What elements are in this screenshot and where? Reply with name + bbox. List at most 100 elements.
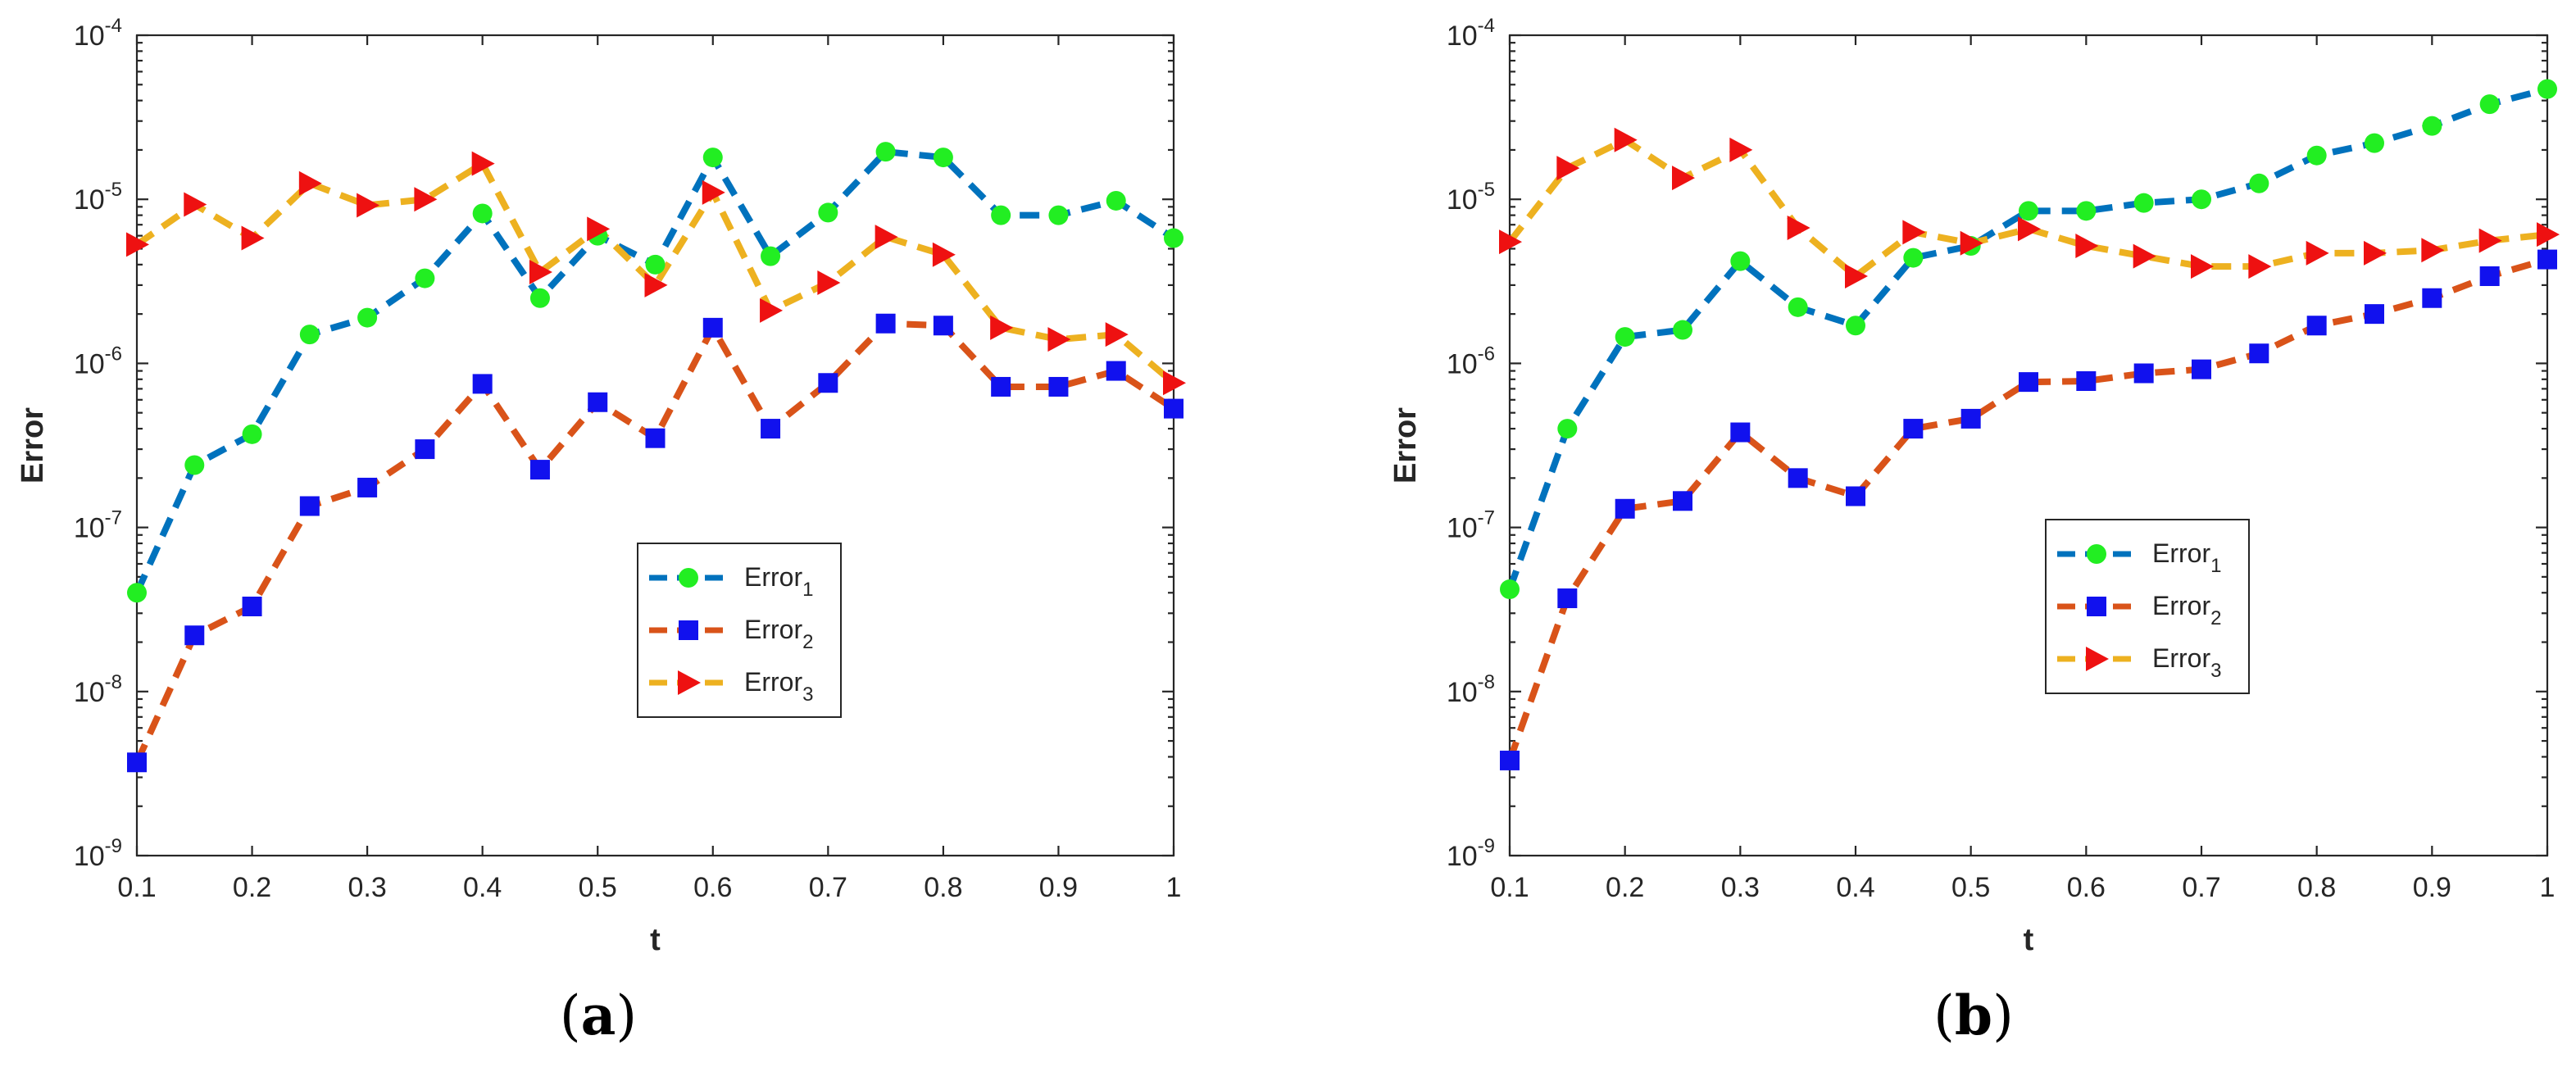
data-point-error3 xyxy=(1902,220,1926,245)
x-tick-label: 0.6 xyxy=(2067,872,2106,903)
data-point-error2 xyxy=(875,313,896,334)
data-point-error1 xyxy=(529,288,550,308)
data-point-error2 xyxy=(1673,491,1692,511)
data-point-error2 xyxy=(242,596,262,616)
x-tick-label: 0.8 xyxy=(924,872,962,903)
x-tick-label: 0.6 xyxy=(693,872,732,903)
data-point-error3 xyxy=(2075,234,2099,259)
x-tick-label: 0.7 xyxy=(809,872,847,903)
panel-a: 0.1 0.2 0.3 0.4 0.5 0.6 0.7 0.8 0.9 1 10-9 10-8 10-7… xyxy=(16,15,1186,1047)
data-point-error1 xyxy=(1500,579,1520,600)
x-tick-label: 0.9 xyxy=(2413,872,2451,903)
panel-b: 0.1 0.2 0.3 0.4 0.5 0.6 0.7 0.8 0.9 1 10-9 10-8 10-7… xyxy=(1388,15,2560,1047)
data-point-error1 xyxy=(357,307,378,328)
data-point-error2 xyxy=(2249,343,2269,364)
data-point-error2 xyxy=(299,496,320,516)
data-point-error2 xyxy=(184,625,205,646)
legend-box xyxy=(637,543,842,718)
data-point-error1 xyxy=(2306,145,2327,166)
data-point-error3 xyxy=(1845,263,1868,288)
data-point-error2 xyxy=(2076,371,2097,392)
data-point-error3 xyxy=(1499,229,1522,255)
data-point-error2 xyxy=(1106,361,1126,381)
x-tick-label: 0.4 xyxy=(463,872,502,903)
y-tick-label: 10-4 xyxy=(1447,15,1495,52)
data-point-error3 xyxy=(1614,127,1638,152)
data-point-error3 xyxy=(184,192,207,217)
data-point-error1 xyxy=(875,142,896,162)
y-tick-label: 10-8 xyxy=(74,671,122,708)
y-tick-label: 10-4 xyxy=(74,15,122,52)
y-tick-label: 10-9 xyxy=(1447,835,1495,872)
data-point-error1 xyxy=(2076,201,2097,221)
data-point-error3 xyxy=(932,242,956,267)
x-tick-label: 0.2 xyxy=(1606,872,1644,903)
x-tick-label: 0.5 xyxy=(579,872,617,903)
data-point-error1 xyxy=(991,205,1011,225)
data-point-error2 xyxy=(415,439,435,460)
x-tick-label: 0.9 xyxy=(1039,872,1078,903)
data-point-error1 xyxy=(1730,251,1751,271)
series-markers-3 xyxy=(1499,127,2560,288)
data-point-error1 xyxy=(761,246,781,266)
y-tick-label: 10-7 xyxy=(74,507,122,544)
data-point-error3 xyxy=(2421,238,2445,263)
series-markers-3 xyxy=(126,151,1186,396)
legend: Error1 Error2 Error3 xyxy=(2045,519,2250,694)
legend-label-3: Error3 xyxy=(2152,643,2221,682)
series-markers-2 xyxy=(127,313,1184,773)
panel-caption: (a) xyxy=(560,983,637,1047)
data-point-error1 xyxy=(299,325,320,345)
data-point-error3 xyxy=(2306,240,2329,266)
data-point-error3 xyxy=(241,225,265,251)
y-tick-label: 10-7 xyxy=(1447,507,1495,544)
data-point-error3 xyxy=(2018,216,2041,242)
data-point-error3 xyxy=(298,170,322,196)
data-point-error1 xyxy=(127,583,147,603)
legend-label-2: Error2 xyxy=(744,615,813,653)
x-tick-label: 0.7 xyxy=(2182,872,2220,903)
x-tick-label: 0.2 xyxy=(233,872,271,903)
data-point-error3 xyxy=(875,225,898,250)
data-point-error1 xyxy=(645,254,666,275)
legend-box xyxy=(2045,519,2250,694)
data-point-error2 xyxy=(761,419,781,439)
data-point-error1 xyxy=(2192,189,2211,210)
x-tick-label: 0.4 xyxy=(1836,872,1874,903)
data-point-error3 xyxy=(1672,166,1695,191)
legend-label-1: Error1 xyxy=(2152,538,2221,577)
data-point-error3 xyxy=(1787,216,1810,241)
legend-marker-1 xyxy=(2087,544,2106,564)
y-axis-title: Error xyxy=(1388,407,1423,484)
data-point-error3 xyxy=(471,151,495,176)
x-tick-label: 0.8 xyxy=(2297,872,2336,903)
data-point-error3 xyxy=(1729,137,1753,162)
data-point-error1 xyxy=(933,148,953,168)
x-tick-label: 0.5 xyxy=(1951,872,1990,903)
y-tick-label: 10-8 xyxy=(1447,671,1495,708)
y-tick-label: 10-9 xyxy=(74,835,122,872)
y-tick-label: 10-5 xyxy=(74,179,122,216)
data-point-error2 xyxy=(2133,363,2154,384)
data-point-error3 xyxy=(2478,228,2502,253)
data-point-error2 xyxy=(1615,498,1635,519)
data-point-error2 xyxy=(702,317,723,338)
data-point-error3 xyxy=(1960,230,1983,256)
data-point-error3 xyxy=(2191,254,2214,279)
series-markers-1 xyxy=(127,142,1184,603)
x-axis-title: t xyxy=(2024,923,2034,957)
y-tick-label: 10-6 xyxy=(74,343,122,379)
data-point-error2 xyxy=(357,477,378,497)
series-line-1 xyxy=(134,148,1176,594)
x-tick-label: 0.3 xyxy=(348,872,386,903)
data-point-error2 xyxy=(645,428,666,448)
data-point-error2 xyxy=(2537,249,2557,270)
data-point-error2 xyxy=(2479,266,2500,286)
data-point-error3 xyxy=(1105,322,1129,347)
data-point-error2 xyxy=(1557,588,1578,609)
data-point-error3 xyxy=(1163,370,1186,396)
data-point-error2 xyxy=(818,373,838,393)
data-point-error1 xyxy=(2365,133,2384,153)
axes-box xyxy=(135,34,1175,857)
data-point-error2 xyxy=(529,460,550,480)
